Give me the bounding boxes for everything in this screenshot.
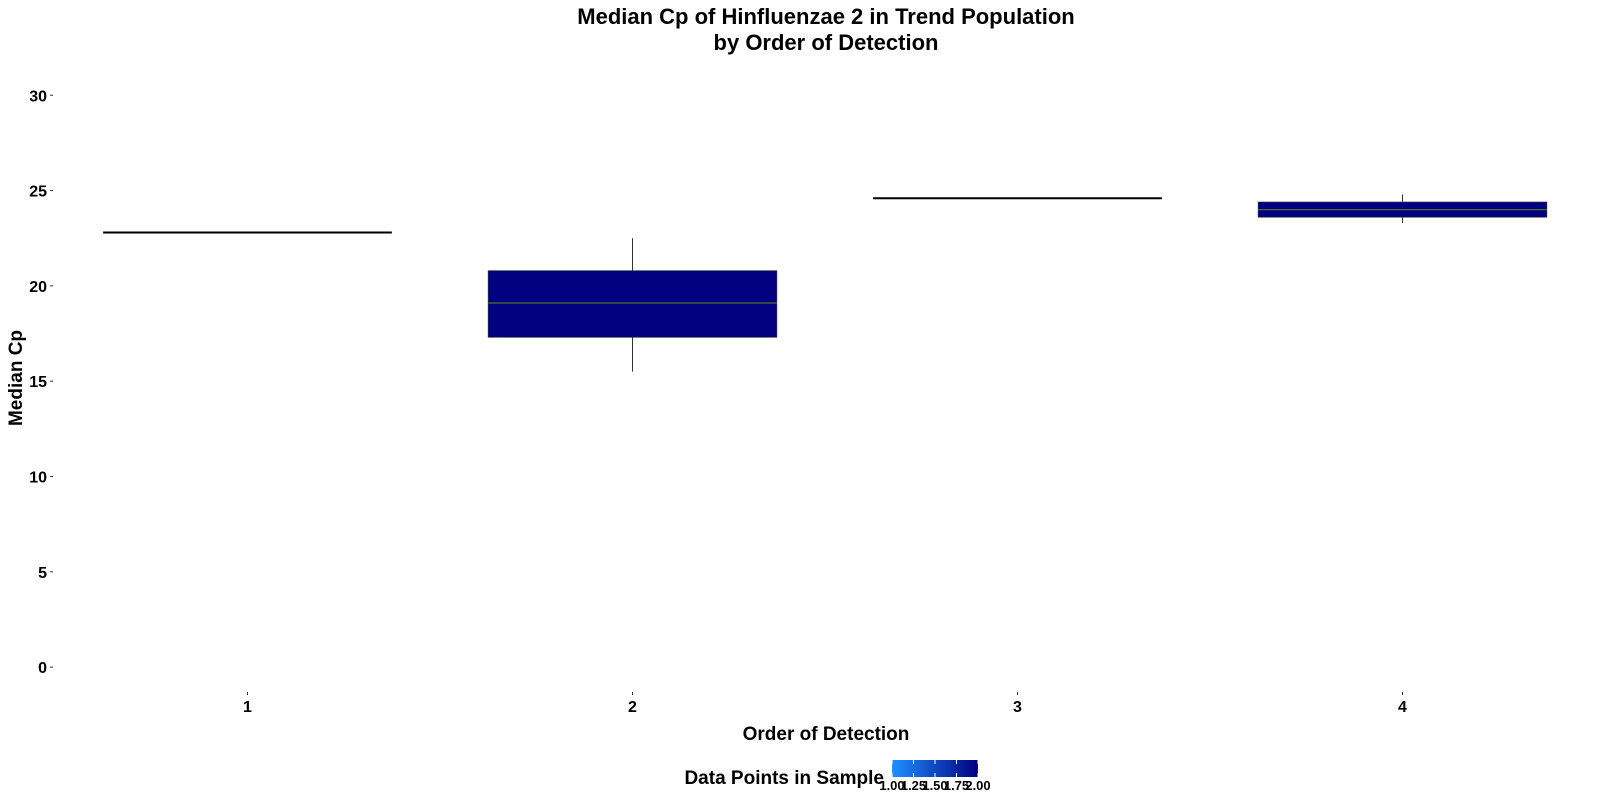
chart-title-line-1: Median Cp of Hinfluenzae 2 in Trend Popu… (577, 4, 1074, 29)
box-group-2 (487, 238, 778, 372)
boxes-layer (103, 194, 1548, 372)
legend-tick-label: 1.00 (879, 778, 904, 793)
box-group-4 (1257, 194, 1548, 223)
x-tick-label: 4 (1398, 699, 1407, 716)
x-tick-label: 3 (1013, 699, 1022, 716)
color-legend: Data Points in Sample 1.001.251.501.752.… (684, 760, 991, 793)
y-tick-label: 15 (29, 374, 47, 391)
y-tick-label: 25 (29, 184, 47, 201)
iqr-box (487, 270, 778, 338)
x-axis: 1 2 3 4 (243, 692, 1407, 716)
y-tick-label: 0 (38, 660, 47, 677)
y-tick-label: 20 (29, 279, 47, 296)
legend-tick-label: 2.00 (965, 778, 990, 793)
x-tick-label: 1 (243, 699, 252, 716)
y-tick-label: 10 (29, 470, 47, 487)
legend-tick-label: 1.75 (944, 778, 969, 793)
x-tick-label: 2 (628, 699, 637, 716)
legend-colorbar (892, 760, 978, 777)
y-axis-title: Median Cp (6, 330, 27, 426)
legend-title: Data Points in Sample (684, 768, 884, 789)
y-axis: 0 5 10 15 20 25 30 (29, 88, 53, 677)
legend-ticks: 1.001.251.501.752.00 (879, 760, 991, 793)
x-axis-title: Order of Detection (743, 724, 910, 745)
y-tick-label: 5 (38, 565, 47, 582)
chart-title-line-2: by Order of Detection (714, 30, 939, 55)
y-tick-label: 30 (29, 88, 47, 105)
legend-tick-label: 1.50 (922, 778, 947, 793)
legend-tick-label: 1.25 (901, 778, 926, 793)
